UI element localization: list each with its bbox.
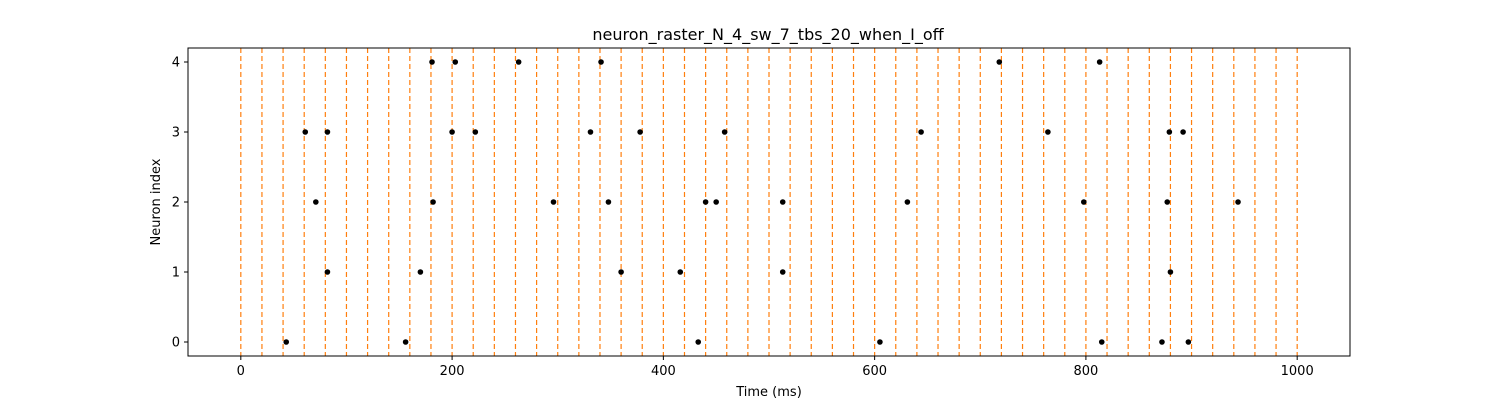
- y-tick-label: 4: [172, 56, 180, 71]
- x-tick-label: 0: [237, 364, 245, 379]
- spike-point-5: [1159, 339, 1165, 345]
- spike-point-16: [605, 199, 612, 205]
- spike-points: [283, 59, 1241, 345]
- spike-point-0: [283, 339, 290, 345]
- spike-point-12: [1167, 269, 1174, 275]
- spike-point-15: [550, 199, 557, 205]
- y-tick-label: 2: [172, 196, 180, 211]
- spike-point-17: [702, 199, 709, 205]
- spike-point-19: [779, 199, 786, 205]
- spike-point-25: [324, 129, 331, 135]
- spike-point-29: [637, 129, 643, 135]
- spike-point-24: [302, 129, 309, 135]
- spike-point-4: [1098, 339, 1105, 345]
- spike-point-35: [429, 59, 435, 65]
- x-axis-label: Time (ms): [735, 385, 802, 400]
- spike-point-33: [1166, 129, 1173, 135]
- y-tick-label: 0: [172, 336, 180, 351]
- spike-point-31: [918, 129, 924, 135]
- spike-point-37: [515, 59, 522, 65]
- x-tick-label: 1000: [1281, 364, 1314, 379]
- spike-point-14: [430, 199, 436, 205]
- spike-point-13: [313, 199, 319, 205]
- spike-point-7: [324, 269, 331, 275]
- spike-point-1: [402, 339, 409, 345]
- spike-point-26: [449, 129, 455, 135]
- x-tick-label: 200: [440, 364, 465, 379]
- spike-point-2: [695, 339, 702, 345]
- spike-point-18: [713, 199, 719, 205]
- x-tick-label: 400: [651, 364, 676, 379]
- spike-point-36: [452, 59, 459, 65]
- spike-point-27: [472, 129, 479, 135]
- spike-point-10: [677, 269, 684, 275]
- spike-point-28: [587, 129, 594, 135]
- spike-point-23: [1235, 199, 1241, 205]
- y-axis-label: Neuron index: [149, 158, 164, 245]
- y-axis-ticks: 0 1 2 3 4: [172, 56, 188, 351]
- x-axis-ticks: 0 200 400 600 800 1000: [237, 356, 1314, 379]
- spike-point-3: [877, 339, 883, 345]
- spike-point-32: [1045, 129, 1051, 135]
- y-tick-label: 3: [172, 126, 180, 141]
- spike-point-30: [721, 129, 728, 135]
- spike-point-6: [1185, 339, 1192, 345]
- spike-point-9: [618, 269, 624, 275]
- chart-title: neuron_raster_N_4_sw_7_tbs_20_when_I_off: [592, 25, 944, 45]
- spike-point-8: [417, 269, 424, 275]
- spike-point-21: [1080, 199, 1087, 205]
- spike-point-40: [1096, 59, 1103, 65]
- bin-lines: [240, 48, 1298, 356]
- x-tick-label: 600: [862, 364, 887, 379]
- spike-point-39: [996, 59, 1003, 65]
- x-tick-label: 800: [1073, 364, 1098, 379]
- y-tick-label: 1: [172, 266, 180, 281]
- spike-point-22: [1164, 199, 1171, 205]
- spike-point-38: [598, 59, 604, 65]
- spike-point-11: [779, 269, 786, 275]
- spike-point-20: [904, 199, 911, 205]
- spike-point-34: [1180, 129, 1186, 135]
